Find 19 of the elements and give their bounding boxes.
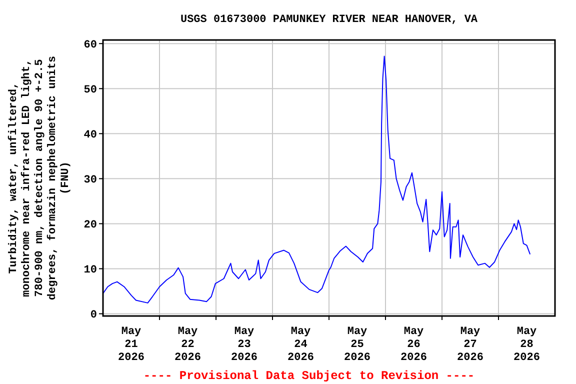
y-tick-label: 30: [84, 174, 97, 187]
y-tick-label: 60: [84, 40, 97, 52]
chart-title: USGS 01673000 PAMUNKEY RIVER NEAR HANOVER, VA: [180, 14, 478, 26]
y-axis-title: Turbidity, water, unfiltered, monochrome near infra-red LED light, 780-900 nm, detection angle 90 +-2.5 degrees, formazin nephelometric units (FNU): [7, 56, 72, 300]
text: ---- Provisional Data Subject to Revision ----: [143, 369, 475, 383]
y-tick-label: 20: [84, 220, 97, 232]
x-tick-label: May 27 2026: [457, 326, 484, 364]
x-tick-label: May 23 2026: [231, 326, 258, 364]
y-tick-label: 0: [90, 310, 97, 322]
y-tick-label: 50: [84, 84, 97, 97]
line-series: [102, 56, 531, 304]
x-tick-label: May 25 2026: [344, 326, 370, 364]
x-tick-label: May 26 2026: [400, 326, 427, 364]
x-tick-label: May 22 2026: [174, 326, 201, 364]
x-tick-label: May 28 2026: [514, 326, 540, 364]
x-tick-label: May 21 2026: [118, 326, 144, 364]
y-tick-label: 10: [84, 264, 97, 277]
x-tick-label: May 24 2026: [288, 326, 314, 364]
y-tick-label: 40: [84, 130, 97, 142]
